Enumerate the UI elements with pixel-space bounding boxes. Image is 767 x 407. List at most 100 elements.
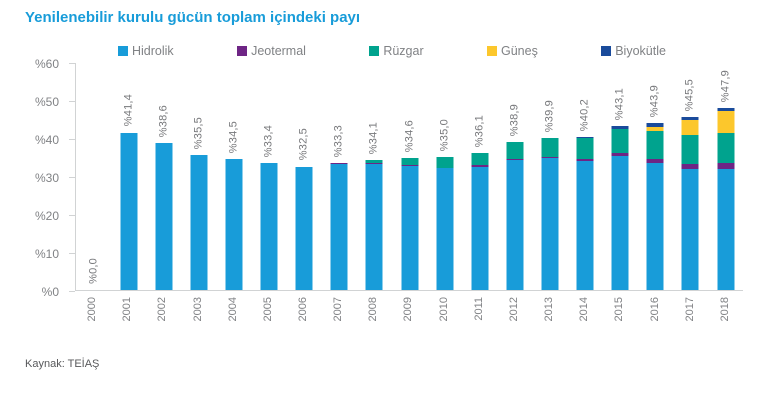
legend-label-biyokutle: Biyokütle xyxy=(615,44,666,58)
bar-column-2008: %34,1 xyxy=(357,63,392,290)
bar-segment-hidrolik xyxy=(225,158,243,290)
bar-segment-hidrolik xyxy=(471,166,489,290)
legend-item-gunes: Güneş xyxy=(487,44,538,58)
stacked-bar xyxy=(295,166,313,290)
bar-value-label: %33,4 xyxy=(262,124,275,158)
bar-segment-jeotermal xyxy=(646,158,664,163)
bar-segment-jeotermal xyxy=(681,163,699,169)
x-axis-label: 2002 xyxy=(156,297,169,322)
bar-segment-hidrolik xyxy=(681,168,699,290)
bar-column-2000: %0,0 xyxy=(76,63,111,290)
bar-column-2011: %36,1 xyxy=(462,63,497,290)
x-axis-label: 2012 xyxy=(507,297,520,322)
bar-value-label: %39,9 xyxy=(543,100,556,133)
bar-column-2004: %34,5 xyxy=(216,63,251,290)
bar-value-label: %34,1 xyxy=(367,122,380,155)
source-note: Kaynak: TEİAŞ xyxy=(25,358,100,370)
legend-swatch-hidrolik xyxy=(118,46,128,56)
legend-swatch-gunes xyxy=(487,46,497,56)
bar-value-label: %45,5 xyxy=(683,78,696,112)
legend-item-jeotermal: Jeotermal xyxy=(237,44,306,58)
bar-segment-biyokutle xyxy=(681,117,699,120)
bar-segment-hidrolik xyxy=(401,165,419,290)
y-tick-mark xyxy=(69,63,75,64)
x-label-cell: 2001 xyxy=(110,293,145,333)
x-axis-label: 2011 xyxy=(472,297,485,321)
x-label-cell: 2014 xyxy=(567,293,602,333)
plot-area: %0,0 %41,4 %38,6 %35,5 %34,5 %33,4 %32,5 %33,3%… xyxy=(75,63,743,291)
bar-value-label: %43,1 xyxy=(613,88,626,121)
bar-value-label: %40,2 xyxy=(578,99,591,132)
y-tick-label: %40 xyxy=(34,133,59,147)
bar-column-2007: %33,3 xyxy=(322,63,357,290)
x-label-cell: 2007 xyxy=(321,293,356,333)
bar-segment-jeotermal xyxy=(576,159,594,162)
x-axis-label: 2014 xyxy=(578,297,591,322)
bar-segment-ruzgar xyxy=(471,152,489,166)
stacked-bar xyxy=(225,158,243,290)
y-tick-label: %10 xyxy=(34,247,59,261)
legend-item-biyokutle: Biyokütle xyxy=(601,44,666,58)
legend-label-ruzgar: Rüzgar xyxy=(383,44,424,58)
y-tick-label: %30 xyxy=(34,171,59,185)
x-label-cell: 2010 xyxy=(427,293,462,333)
bar-column-2018: %47,9 xyxy=(708,63,743,290)
chart-area: %0 %10 %20 %30 %40 %50 %60 %0,0 %41,4 %38,6 %35,5… xyxy=(0,58,767,333)
x-axis-label: 2013 xyxy=(543,297,556,322)
x-axis-label: 2009 xyxy=(402,297,415,322)
bar-segment-ruzgar xyxy=(436,157,454,168)
bar-segment-biyokutle xyxy=(717,108,735,112)
bar-value-label: %32,5 xyxy=(297,128,310,161)
stacked-bar xyxy=(681,117,699,290)
x-axis-label: 2017 xyxy=(683,297,696,322)
bar-value-label: %41,4 xyxy=(122,94,135,127)
stacked-bar xyxy=(330,163,348,290)
stacked-bar xyxy=(155,143,173,290)
x-axis-label: 2010 xyxy=(437,297,450,322)
bar-segment-hidrolik xyxy=(646,162,664,290)
bar-segment-hidrolik xyxy=(120,132,138,290)
bar-segment-jeotermal xyxy=(506,158,524,160)
bar-column-2002: %38,6 xyxy=(146,63,181,290)
bar-segment-hidrolik xyxy=(190,155,208,290)
stacked-bar xyxy=(365,160,383,290)
bar-column-2010: %35,0 xyxy=(427,63,462,290)
bar-segment-ruzgar xyxy=(506,142,524,159)
bar-segment-ruzgar xyxy=(611,129,629,154)
x-label-cell: 2009 xyxy=(391,293,426,333)
stacked-bar xyxy=(471,152,489,290)
bar-segment-gunes xyxy=(611,128,629,130)
legend-swatch-ruzgar xyxy=(369,46,380,56)
stacked-bar xyxy=(611,126,629,290)
x-axis-label: 2005 xyxy=(261,297,274,322)
stacked-bar xyxy=(436,157,454,290)
bar-value-label: %38,6 xyxy=(157,105,170,138)
bar-value-label: %34,5 xyxy=(227,120,240,153)
y-tick-label: %60 xyxy=(34,57,59,71)
y-tick-label: %20 xyxy=(34,209,59,223)
bar-segment-ruzgar xyxy=(717,133,735,164)
bar-column-2009: %34,6 xyxy=(392,63,427,290)
bar-segment-gunes xyxy=(646,126,664,131)
bar-value-label: %36,1 xyxy=(473,114,486,147)
y-tick-mark xyxy=(69,101,75,102)
bar-segment-biyokutle xyxy=(611,126,629,129)
bar-segment-ruzgar xyxy=(646,130,664,159)
bar-segment-hidrolik xyxy=(506,159,524,290)
legend-item-hidrolik: Hidrolik xyxy=(118,44,174,58)
x-label-cell: 2013 xyxy=(532,293,567,333)
x-axis-label: 2001 xyxy=(121,297,134,322)
y-tick-mark xyxy=(69,177,75,178)
bar-value-label: %43,9 xyxy=(648,84,661,118)
bar-column-2006: %32,5 xyxy=(287,63,322,290)
x-label-cell: 2012 xyxy=(497,293,532,333)
x-axis-labels: 2000 2001 2002 2003 2004 2005 2006 2007 2008 2009… xyxy=(75,293,743,333)
bar-segment-gunes xyxy=(681,119,699,136)
x-label-cell: 2006 xyxy=(286,293,321,333)
x-axis-label: 2015 xyxy=(613,297,626,322)
bar-segment-ruzgar xyxy=(401,158,419,165)
bar-value-label: %0,0 xyxy=(87,258,100,284)
bar-segment-gunes xyxy=(717,111,735,134)
bar-segment-hidrolik xyxy=(541,158,559,290)
legend-swatch-biyokutle xyxy=(601,46,612,56)
